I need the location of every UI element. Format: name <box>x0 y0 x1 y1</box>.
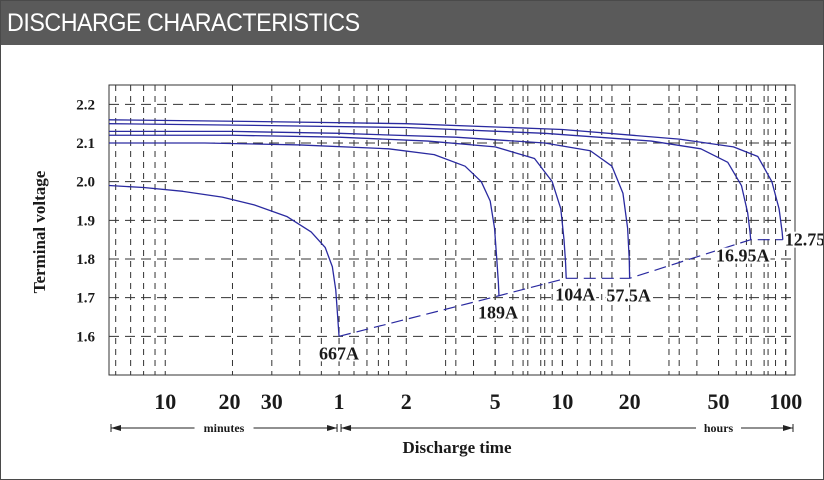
unit-range-label: minutes <box>204 421 245 435</box>
current-label-bg <box>605 287 652 304</box>
discharge-curve <box>108 119 784 240</box>
y-tick-label: 2.0 <box>76 175 95 191</box>
current-label-bg <box>783 231 823 248</box>
current-label: 189A <box>478 303 518 323</box>
grid <box>109 85 795 375</box>
discharge-curve <box>109 134 567 279</box>
y-tick-label: 1.6 <box>76 329 95 345</box>
header-bar: DISCHARGE CHARACTERISTICS <box>1 1 823 45</box>
current-label: 57.5A <box>606 285 651 305</box>
x-tick-label: 100 <box>769 389 802 414</box>
endpoint-line <box>338 239 783 337</box>
x-tick-label: 2 <box>401 389 412 414</box>
unit-range-arrow <box>111 425 121 431</box>
current-label: 667A <box>319 343 359 363</box>
axes: 1.6 1.7 1.8 1.9 2.0 2.1 2.2 Terminal voltage 10 2… <box>30 97 802 457</box>
plot-border <box>108 84 796 376</box>
y-tick-label: 1.7 <box>76 291 95 307</box>
x-tick-label: 10 <box>551 389 573 414</box>
unit-range-arrow <box>341 425 352 431</box>
x-tick-label: 5 <box>490 389 501 414</box>
discharge-curve <box>108 123 752 240</box>
unit-range-arrow <box>783 425 793 431</box>
current-label: 104A <box>555 284 595 304</box>
current-label-bg <box>318 345 361 362</box>
discharge-curve <box>109 142 500 296</box>
current-label: 12.75A <box>785 230 823 250</box>
x-tick-label: 20 <box>218 389 240 414</box>
discharge-curve <box>109 130 631 279</box>
unit-range-arrow <box>327 425 338 431</box>
x-tick-label: 20 <box>619 389 641 414</box>
unit-range-label: hours <box>704 421 734 435</box>
x-tick-label: 50 <box>708 389 730 414</box>
current-label: 16.95A <box>716 246 770 266</box>
curves <box>108 119 784 337</box>
labels: 667A 189A 104A 57.5A 16.95A 12.75A <box>318 230 823 363</box>
page-title: DISCHARGE CHARACTERISTICS <box>7 9 360 37</box>
y-tick-label: 2.2 <box>76 97 95 113</box>
discharge-curve <box>108 184 340 337</box>
x-axis-title: Discharge time <box>402 438 512 457</box>
current-label-bg <box>554 286 597 303</box>
y-tick-label: 1.8 <box>76 252 95 268</box>
y-axis-title: Terminal voltage <box>30 170 49 293</box>
current-label-bg <box>476 304 519 321</box>
x-tick-label: 30 <box>261 389 283 414</box>
y-tick-label: 2.1 <box>76 136 95 152</box>
x-tick-label: 10 <box>154 389 176 414</box>
y-tick-label: 1.9 <box>76 213 95 229</box>
x-tick-label: 1 <box>334 389 345 414</box>
current-label-bg <box>714 247 771 264</box>
